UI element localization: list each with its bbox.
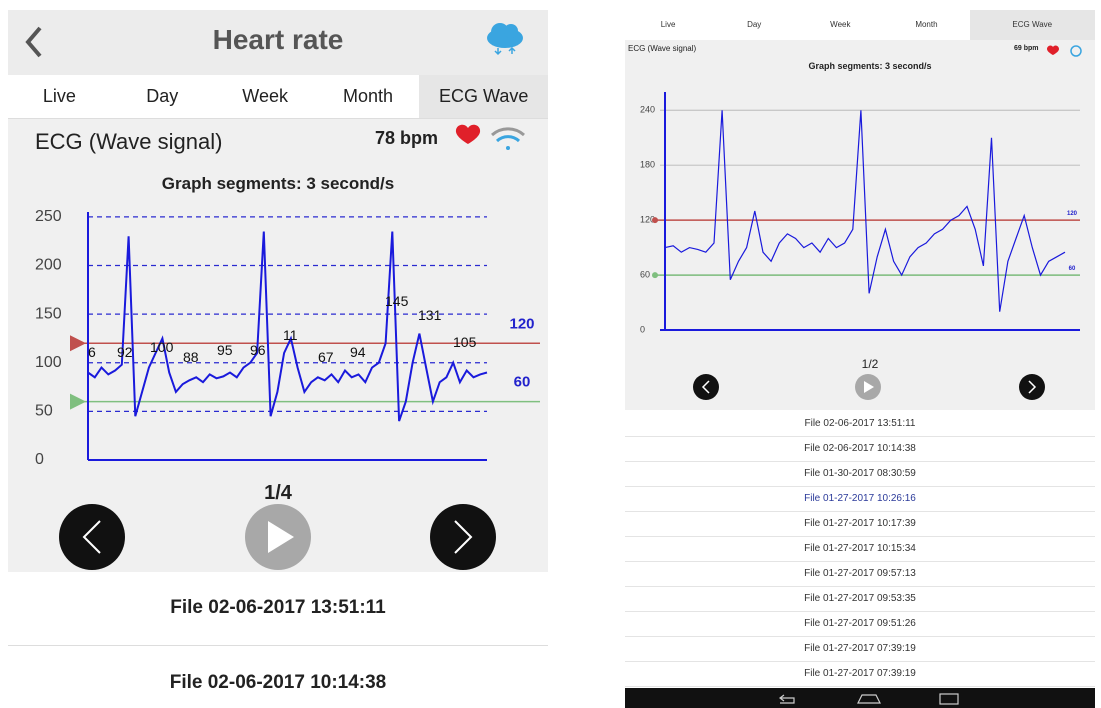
charts: 0 50 100 150 200 250 120 60 6 92 100 88 95 96 11 67 94 14… [35, 92, 1080, 468]
threshold-marker [70, 394, 86, 410]
nav-icons[interactable] [780, 694, 958, 704]
signal-icon [492, 129, 524, 150]
threshold-marker [652, 217, 658, 223]
beat-label: 100 [150, 339, 174, 355]
beat-label: 131 [418, 307, 442, 323]
threshold-label: 60 [1069, 266, 1076, 272]
next-button[interactable] [1019, 374, 1045, 400]
y-tick-label: 240 [640, 105, 655, 115]
play-button[interactable] [245, 504, 311, 570]
page: {"screens":[ {"header":{"title":"Heart r… [0, 0, 1101, 708]
beat-label: 105 [453, 334, 477, 350]
heart-icon [456, 125, 480, 144]
y-tick-label: 150 [35, 305, 62, 322]
sync-icon[interactable] [1071, 46, 1081, 56]
back-icon[interactable] [28, 28, 40, 56]
threshold-marker [70, 335, 86, 351]
overlay: 0 50 100 150 200 250 120 60 6 92 100 88 95 96 11 67 94 14… [0, 0, 1101, 708]
y-tick-label: 0 [640, 324, 645, 334]
threshold-label: 120 [509, 315, 534, 332]
threshold-label: 120 [1067, 211, 1078, 217]
y-tick-label: 180 [640, 160, 655, 170]
beat-label: 95 [217, 342, 233, 358]
beat-label: 11 [283, 327, 298, 343]
beat-label: 145 [385, 293, 409, 309]
beat-label: 88 [183, 349, 199, 365]
y-tick-label: 50 [35, 403, 53, 420]
y-tick-label: 250 [35, 208, 62, 225]
y-tick-label: 100 [35, 354, 62, 371]
prev-button[interactable] [59, 504, 125, 570]
y-tick-label: 200 [35, 257, 62, 274]
threshold-marker [652, 272, 658, 278]
beat-label: 6 [88, 344, 96, 360]
heart-icon [1047, 46, 1059, 55]
beat-label: 92 [117, 344, 133, 360]
cloud-icon[interactable] [487, 23, 523, 54]
beat-label: 67 [318, 349, 334, 365]
beat-label: 96 [250, 342, 266, 358]
y-tick-label: 0 [35, 451, 44, 468]
threshold-label: 60 [514, 374, 531, 391]
y-tick-label: 60 [640, 269, 650, 279]
ecg-wave [665, 110, 1065, 311]
beat-label: 94 [350, 344, 366, 360]
play-button[interactable] [855, 374, 881, 400]
next-button[interactable] [430, 504, 496, 570]
prev-button[interactable] [693, 374, 719, 400]
